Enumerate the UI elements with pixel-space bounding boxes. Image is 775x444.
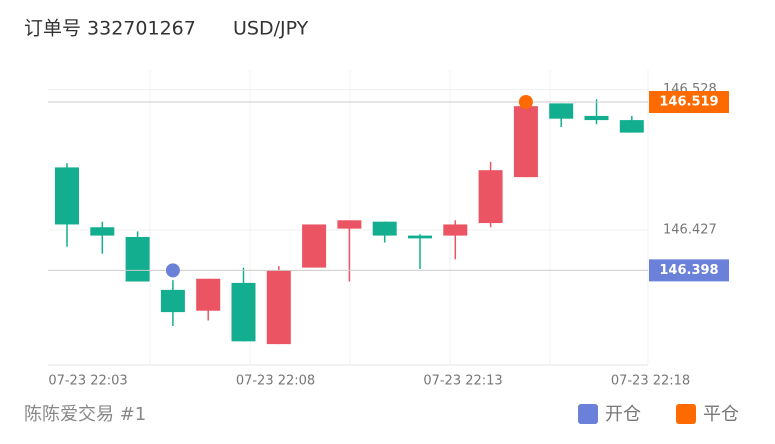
order-label: 订单号 332701267 <box>24 18 196 40</box>
candle-body <box>55 167 79 225</box>
candle-body <box>443 224 468 236</box>
candle-body <box>90 227 115 236</box>
candle-body <box>549 103 574 119</box>
x-tick-label: 07-23 22:08 <box>236 374 315 389</box>
footer: 陈陈爱交易 #1 <box>24 404 146 425</box>
y-tick-label: 146.427 <box>663 223 717 238</box>
candle-body <box>619 120 644 133</box>
candle-body <box>408 235 432 239</box>
candle-body <box>196 278 221 311</box>
symbol: USD/JPY <box>233 18 309 40</box>
price-tag-label: 146.519 <box>659 95 718 110</box>
candle-body <box>478 170 503 224</box>
price-tag-label: 146.398 <box>659 263 718 278</box>
legend-label: 平仓 <box>703 404 739 425</box>
candle-body <box>337 220 362 229</box>
x-tick-label: 07-23 22:03 <box>48 374 127 389</box>
v-grid <box>149 70 649 365</box>
trade-marker <box>518 95 533 110</box>
legend-swatch <box>578 404 598 424</box>
price-tag <box>649 259 729 282</box>
price-tag <box>649 91 729 114</box>
candle-body <box>302 224 327 268</box>
x-tick-label: 07-23 22:13 <box>423 374 502 389</box>
candle-body <box>372 221 397 236</box>
candle-body <box>160 289 185 313</box>
candle-body <box>266 270 291 345</box>
trade-marker <box>165 263 180 278</box>
x-tick-label: 07-23 22:18 <box>611 374 690 389</box>
candle-body <box>231 282 256 342</box>
candle-body <box>125 236 150 282</box>
candle-body <box>584 115 609 121</box>
candle-body <box>513 106 538 178</box>
legend-swatch <box>676 404 696 424</box>
legend-label: 开仓 <box>605 404 641 425</box>
